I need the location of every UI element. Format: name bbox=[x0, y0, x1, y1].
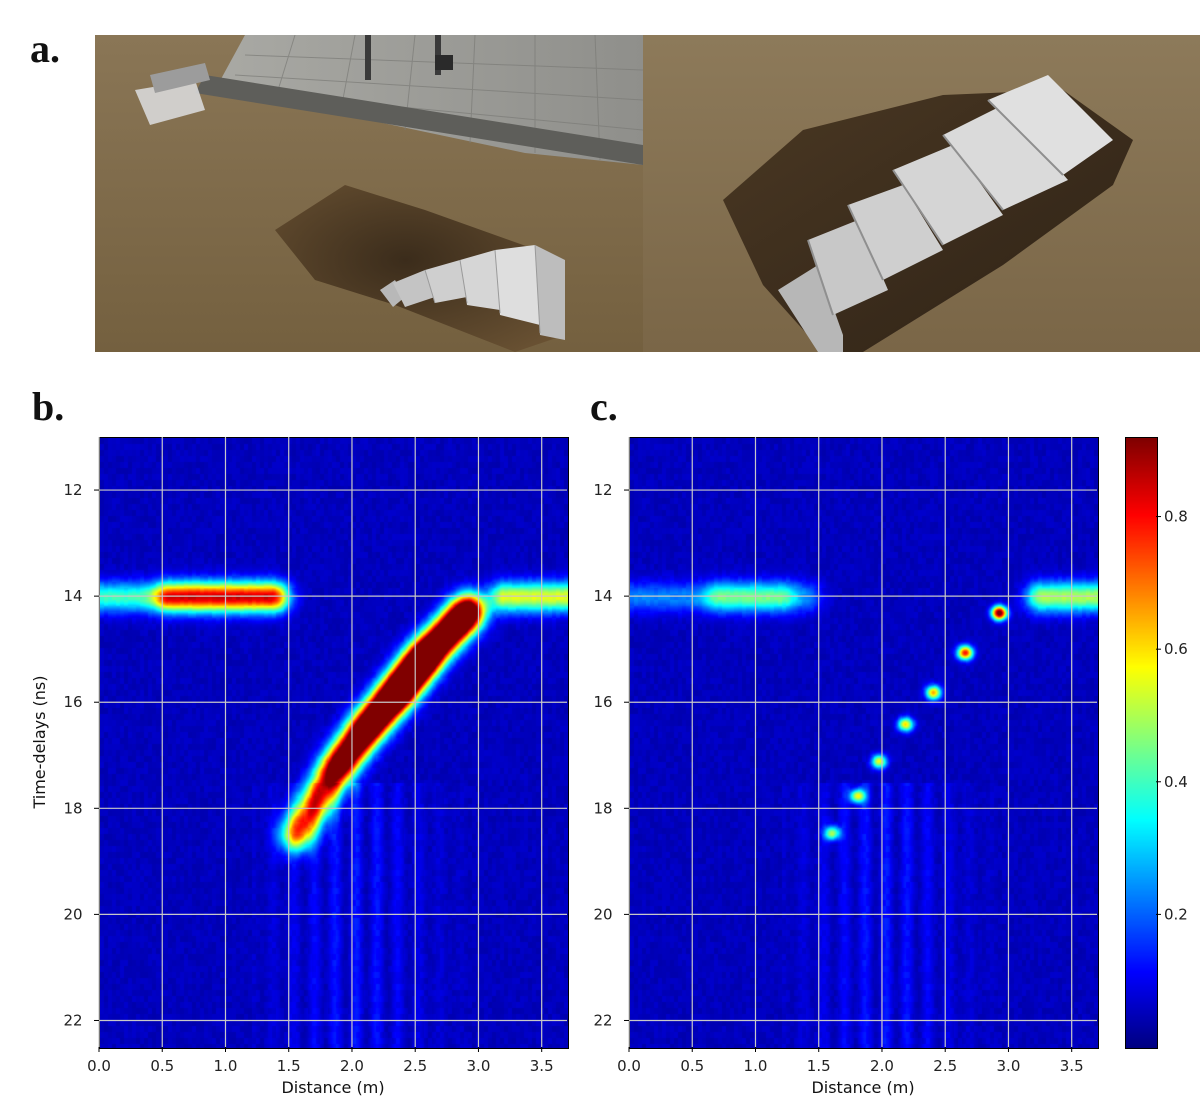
c-ytick-label-4: 20 bbox=[593, 905, 612, 923]
b-xtick-label-7: 3.5 bbox=[530, 1057, 554, 1075]
c-xtick-label-7: 3.5 bbox=[1060, 1057, 1084, 1075]
c-xtick-label-0: 0.0 bbox=[617, 1057, 641, 1075]
b-ytick-label-5: 22 bbox=[63, 1011, 82, 1029]
b-ytick-label-0: 12 bbox=[63, 481, 82, 499]
c-xtick-label-4: 2.0 bbox=[870, 1057, 894, 1075]
b-xtick-label-1: 0.5 bbox=[150, 1057, 174, 1075]
b-xtick-label-0: 0.0 bbox=[87, 1057, 111, 1075]
colorbar-gradient bbox=[1126, 438, 1157, 1048]
panel-label-a: a. bbox=[30, 26, 60, 71]
colorbar-tick-label-0: 0.2 bbox=[1164, 905, 1188, 923]
colorbar-tick-label-2: 0.6 bbox=[1164, 640, 1188, 658]
b-ytick-label-4: 20 bbox=[63, 905, 82, 923]
c-xtick-label-2: 1.0 bbox=[744, 1057, 768, 1075]
c-xlabel: Distance (m) bbox=[811, 1078, 914, 1097]
c-xtick-label-3: 1.5 bbox=[807, 1057, 831, 1075]
b-ytick-label-1: 14 bbox=[63, 587, 82, 605]
c-xtick-label-6: 3.0 bbox=[997, 1057, 1021, 1075]
c-xtick-label-5: 2.5 bbox=[933, 1057, 957, 1075]
photo-excavation-pit bbox=[95, 35, 643, 352]
c-ytick-label-2: 16 bbox=[593, 693, 612, 711]
panel-label-c: c. bbox=[590, 384, 618, 429]
colorbar-tick-label-3: 0.8 bbox=[1164, 508, 1188, 526]
b-ytick-label-2: 16 bbox=[63, 693, 82, 711]
heatmap-b-image bbox=[100, 438, 568, 1048]
colorbar-tick-label-1: 0.4 bbox=[1164, 773, 1188, 791]
b-xtick-label-5: 2.5 bbox=[403, 1057, 427, 1075]
c-ytick-label-5: 22 bbox=[593, 1011, 612, 1029]
b-xlabel: Distance (m) bbox=[281, 1078, 384, 1097]
heatmap-b bbox=[99, 437, 569, 1049]
b-xtick-label-4: 2.0 bbox=[340, 1057, 364, 1075]
b-xtick-label-2: 1.0 bbox=[214, 1057, 238, 1075]
b-xtick-label-3: 1.5 bbox=[277, 1057, 301, 1075]
c-ytick-label-0: 12 bbox=[593, 481, 612, 499]
heatmap-c-image bbox=[630, 438, 1098, 1048]
b-xtick-label-6: 3.0 bbox=[467, 1057, 491, 1075]
panel-label-b: b. bbox=[32, 384, 65, 429]
heatmap-c bbox=[629, 437, 1099, 1049]
c-ytick-label-1: 14 bbox=[593, 587, 612, 605]
colorbar bbox=[1125, 437, 1158, 1049]
b-ylabel: Time-delays (ns) bbox=[30, 675, 49, 809]
c-xtick-label-1: 0.5 bbox=[680, 1057, 704, 1075]
c-ytick-label-3: 18 bbox=[593, 799, 612, 817]
b-ytick-label-3: 18 bbox=[63, 799, 82, 817]
photo-staircase-in-pit bbox=[643, 35, 1200, 352]
